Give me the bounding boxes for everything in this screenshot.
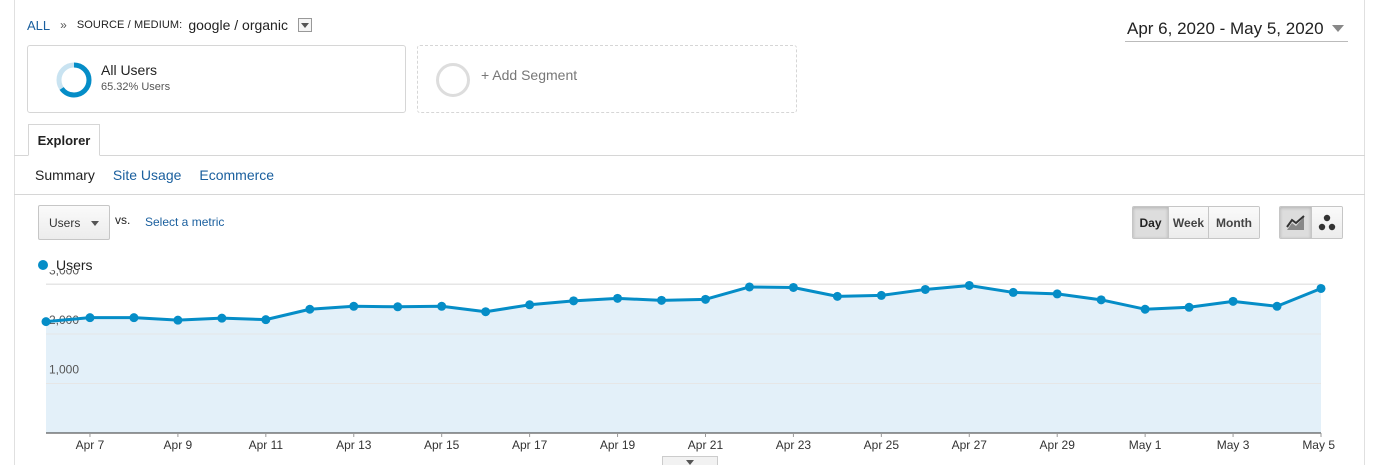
data-point xyxy=(85,313,95,323)
segment-subtitle: 65.32% Users xyxy=(101,81,171,93)
empty-segment-ring-icon xyxy=(436,63,470,97)
x-tick-label: Apr 17 xyxy=(512,438,548,452)
chart-legend: Users xyxy=(38,257,93,273)
x-tick-label: Apr 21 xyxy=(688,438,724,452)
data-point xyxy=(744,282,754,292)
subtab-summary[interactable]: Summary xyxy=(35,167,95,183)
subtab-bar: Summary Site Usage Ecommerce xyxy=(35,167,274,183)
breadcrumb: ALL » SOURCE / MEDIUM: google / organic xyxy=(27,17,312,33)
motion-chart-button[interactable] xyxy=(1311,207,1342,238)
data-point xyxy=(305,304,315,314)
breadcrumb-separator: » xyxy=(60,18,67,32)
data-point xyxy=(481,307,491,317)
breadcrumb-dropdown-icon[interactable] xyxy=(297,18,312,32)
x-tick-label: Apr 23 xyxy=(776,438,812,452)
data-point xyxy=(788,282,798,292)
segment-ring-icon xyxy=(56,62,92,98)
period-week-button[interactable]: Week xyxy=(1168,207,1208,238)
breadcrumb-all-link[interactable]: ALL xyxy=(27,17,51,33)
vs-label: vs. xyxy=(115,213,131,227)
data-point xyxy=(1272,301,1282,311)
breadcrumb-dimension: SOURCE / MEDIUM: xyxy=(76,19,183,31)
frame-left-border xyxy=(14,0,15,465)
legend-dot-icon xyxy=(38,260,48,270)
period-day-button[interactable]: Day xyxy=(1133,207,1168,238)
data-point xyxy=(129,313,139,323)
period-toggle-group: Day Week Month xyxy=(1132,206,1260,239)
tab-divider xyxy=(14,155,1365,156)
line-chart-icon xyxy=(1285,214,1305,230)
x-tick-label: Apr 27 xyxy=(952,438,988,452)
legend-series-label: Users xyxy=(56,257,93,273)
data-point xyxy=(1008,287,1018,297)
series-area-fill xyxy=(46,285,1321,433)
segment-all-users[interactable]: All Users 65.32% Users xyxy=(27,45,406,113)
data-point xyxy=(217,313,227,323)
data-point xyxy=(437,301,447,311)
frame-right-border xyxy=(1364,0,1365,465)
subtab-ecommerce[interactable]: Ecommerce xyxy=(199,167,275,183)
metric-select[interactable]: Users xyxy=(38,205,110,240)
date-range-picker[interactable]: Apr 6, 2020 - May 5, 2020 xyxy=(1125,18,1348,42)
breadcrumb-value: google / organic xyxy=(188,17,288,33)
data-point xyxy=(700,294,710,304)
data-point xyxy=(964,280,974,290)
series-line-users xyxy=(45,283,1322,324)
data-point xyxy=(613,293,623,303)
data-point xyxy=(832,291,842,301)
chevron-down-icon xyxy=(1332,25,1344,32)
data-point xyxy=(525,300,535,310)
data-point xyxy=(1140,304,1150,314)
y-tick-label: 1,000 xyxy=(49,363,79,377)
data-point xyxy=(657,295,667,305)
data-point xyxy=(1228,296,1238,306)
segment-title: All Users xyxy=(101,62,158,78)
data-point xyxy=(261,315,271,325)
motion-chart-icon xyxy=(1318,214,1336,230)
x-tick-label: Apr 13 xyxy=(336,438,372,452)
add-segment-label: + Add Segment xyxy=(481,67,578,83)
data-point xyxy=(920,284,930,294)
subtab-site-usage[interactable]: Site Usage xyxy=(112,167,182,183)
data-point xyxy=(1052,289,1062,299)
subtab-divider xyxy=(14,194,1365,195)
data-point xyxy=(569,296,579,306)
x-tick-label: May 5 xyxy=(1302,438,1335,452)
data-point xyxy=(1316,283,1326,293)
data-point xyxy=(41,317,51,327)
x-tick-label: Apr 9 xyxy=(164,438,193,452)
x-tick-label: Apr 29 xyxy=(1040,438,1076,452)
x-tick-label: Apr 7 xyxy=(76,438,105,452)
data-point xyxy=(1096,295,1106,305)
y-tick-label: 3,000 xyxy=(49,270,79,278)
metric-select-label: Users xyxy=(49,215,81,230)
x-tick-label: Apr 25 xyxy=(864,438,900,452)
tab-explorer[interactable]: Explorer xyxy=(28,124,100,156)
data-point xyxy=(876,290,886,300)
x-tick-label: May 3 xyxy=(1217,438,1250,452)
add-segment-button[interactable]: + Add Segment xyxy=(417,45,797,113)
x-tick-label: Apr 19 xyxy=(600,438,636,452)
select-metric-link[interactable]: Select a metric xyxy=(145,215,225,229)
x-tick-label: May 1 xyxy=(1129,438,1162,452)
x-tick-label: Apr 11 xyxy=(249,438,284,452)
data-point xyxy=(393,302,403,312)
collapse-chart-tab[interactable] xyxy=(662,456,718,465)
period-month-button[interactable]: Month xyxy=(1208,207,1259,238)
x-tick-label: Apr 15 xyxy=(424,438,460,452)
data-point xyxy=(173,315,183,325)
chart-type-toggle-group xyxy=(1279,206,1343,239)
line-chart-button[interactable] xyxy=(1280,207,1311,238)
date-range-label: Apr 6, 2020 - May 5, 2020 xyxy=(1127,18,1324,38)
data-point xyxy=(1184,302,1194,312)
chevron-down-icon xyxy=(91,221,99,226)
data-point xyxy=(349,301,359,311)
